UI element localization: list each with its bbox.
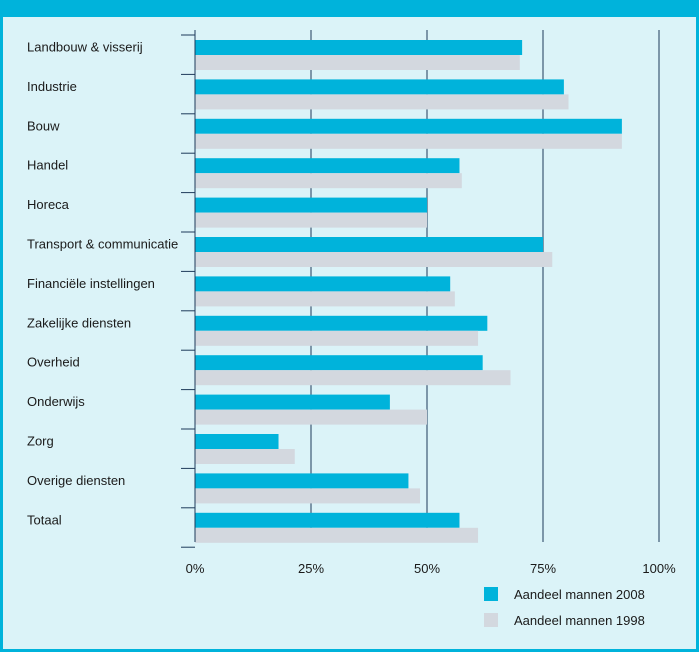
bar-bouw-1998 <box>195 133 622 149</box>
category-label-bouw: Bouw <box>27 118 60 133</box>
bar-transport-communicatie-1998 <box>195 252 553 267</box>
category-label-landbouw-visserij: Landbouw & visserij <box>27 40 143 55</box>
bar-financiele-instellingen-2008 <box>195 276 451 292</box>
x-tick-label-100: 100% <box>642 561 676 576</box>
x-tick-label-50: 50% <box>414 561 440 576</box>
category-labels: Landbouw & visserij Industrie Bouw Handel Ho… <box>27 40 178 528</box>
bar-overheid-2008 <box>195 355 483 371</box>
bar-overige-diensten-1998 <box>195 488 421 504</box>
category-label-horeca: Horeca <box>27 197 70 212</box>
legend: Aandeel mannen 2008 Aandeel mannen 1998 <box>484 587 645 628</box>
bar-financiele-instellingen-1998 <box>195 291 455 307</box>
bar-handel-1998 <box>195 173 462 189</box>
bar-zorg-1998 <box>195 449 295 464</box>
category-label-overheid: Overheid <box>27 355 80 370</box>
bar-handel-2008 <box>195 158 460 174</box>
bar-totaal-1998 <box>195 527 479 543</box>
category-label-onderwijs: Onderwijs <box>27 394 85 409</box>
bar-transport-communicatie-2008 <box>195 237 543 252</box>
bar-onderwijs-2008 <box>195 394 390 410</box>
bar-zorg-2008 <box>195 434 279 449</box>
category-label-overige-diensten: Overige diensten <box>27 473 125 488</box>
bar-onderwijs-1998 <box>195 409 427 425</box>
bar-industrie-2008 <box>195 79 564 95</box>
bar-overige-diensten-2008 <box>195 473 409 489</box>
bar-bouw-2008 <box>195 118 622 134</box>
x-tick-label-0: 0% <box>186 561 205 576</box>
bar-industrie-1998 <box>195 94 569 110</box>
x-tick-label-75: 75% <box>530 561 556 576</box>
bar-totaal-2008 <box>195 512 460 528</box>
bar-zakelijke-diensten-2008 <box>195 315 488 331</box>
bar-horeca-1998 <box>195 212 427 228</box>
bars <box>195 40 622 543</box>
bar-landbouw-visserij-1998 <box>195 55 520 70</box>
legend-label-1998: Aandeel mannen 1998 <box>514 613 645 628</box>
category-label-zakelijke-diensten: Zakelijke diensten <box>27 315 131 330</box>
y-axis <box>181 30 196 548</box>
bar-zakelijke-diensten-1998 <box>195 330 479 346</box>
category-label-zorg: Zorg <box>27 434 54 449</box>
category-label-industrie: Industrie <box>27 79 77 94</box>
category-label-handel: Handel <box>27 158 68 173</box>
bar-overheid-1998 <box>195 370 511 386</box>
bar-horeca-2008 <box>195 197 427 213</box>
legend-label-2008: Aandeel mannen 2008 <box>514 587 645 602</box>
legend-swatch-2008 <box>484 587 498 601</box>
x-tick-label-25: 25% <box>298 561 324 576</box>
category-label-transport-communicatie: Transport & communicatie <box>27 237 178 252</box>
x-tick-labels: 0% 25% 50% 75% 100% <box>186 561 676 576</box>
category-label-financiele-instellingen: Financiële instellingen <box>27 276 155 291</box>
bar-landbouw-visserij-2008 <box>195 40 523 55</box>
category-label-totaal: Totaal <box>27 512 62 527</box>
legend-swatch-1998 <box>484 613 498 627</box>
